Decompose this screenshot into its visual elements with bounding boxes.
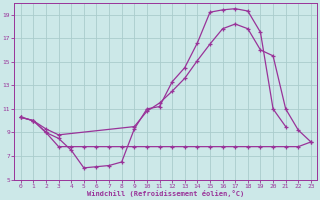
X-axis label: Windchill (Refroidissement éolien,°C): Windchill (Refroidissement éolien,°C) [87, 190, 244, 197]
